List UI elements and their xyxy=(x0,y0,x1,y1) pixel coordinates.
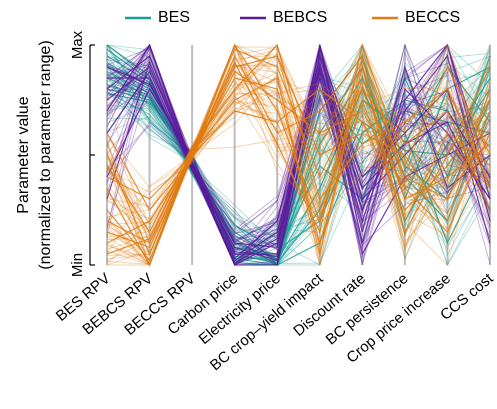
series-line xyxy=(106,45,491,266)
series-lines xyxy=(106,42,491,267)
series-line xyxy=(106,43,491,266)
series-line xyxy=(106,54,491,266)
series-line xyxy=(106,103,491,227)
series-line xyxy=(106,48,491,266)
series-line xyxy=(106,44,491,266)
series-line xyxy=(106,59,491,255)
series-line xyxy=(106,88,491,212)
legend-label-bes: BES xyxy=(158,9,190,26)
series-line xyxy=(106,52,491,266)
legend: BES BEBCS BECCS xyxy=(125,9,460,26)
series-line xyxy=(106,48,491,249)
series-line xyxy=(106,57,491,266)
series-line xyxy=(106,61,491,266)
series-line xyxy=(106,52,491,265)
series-line xyxy=(106,72,491,267)
series-line xyxy=(107,54,491,266)
series-line xyxy=(106,77,491,233)
series-line xyxy=(106,44,491,218)
series-line xyxy=(106,89,491,243)
series-line xyxy=(106,56,491,260)
series-line xyxy=(106,43,491,241)
series-line xyxy=(106,58,491,240)
series-line xyxy=(106,43,491,260)
series-line xyxy=(106,74,491,260)
series-line xyxy=(106,58,491,266)
series-line xyxy=(106,44,491,266)
series-line xyxy=(106,63,491,267)
series-line xyxy=(106,44,491,257)
series-line xyxy=(106,64,491,264)
series-line xyxy=(106,43,491,265)
y-tick-label-max: Max xyxy=(69,30,86,59)
series-line xyxy=(106,43,491,262)
series-line xyxy=(106,46,491,266)
series-line xyxy=(106,64,491,215)
series-line xyxy=(106,70,491,234)
series-line xyxy=(106,72,491,266)
series-line xyxy=(106,44,491,266)
y-axis-sublabel: (normalized to parameter range) xyxy=(37,40,54,269)
series-line xyxy=(106,79,491,207)
y-axis: Max Min Parameter value (normalized to p… xyxy=(15,30,95,277)
series-line xyxy=(106,48,491,266)
legend-label-bebcs: BEBCS xyxy=(273,9,327,26)
series-line xyxy=(106,90,491,247)
series-line xyxy=(106,42,491,255)
series-line xyxy=(106,44,491,238)
y-axis-label: Parameter value xyxy=(15,96,32,213)
series-line xyxy=(106,55,491,267)
series-line xyxy=(106,51,491,257)
series-line xyxy=(106,51,491,246)
series-line xyxy=(106,43,491,246)
series-line xyxy=(106,44,491,256)
series-line xyxy=(106,45,491,248)
series-line xyxy=(106,44,491,250)
series-line xyxy=(106,43,491,259)
series-line xyxy=(106,54,491,257)
series-beccs xyxy=(106,42,491,267)
series-line xyxy=(106,81,491,266)
series-line xyxy=(106,94,491,251)
series-line xyxy=(106,43,491,225)
series-line xyxy=(106,76,491,266)
series-line xyxy=(106,55,491,266)
series-line xyxy=(106,54,491,266)
series-line xyxy=(106,63,491,266)
series-line xyxy=(106,66,491,262)
y-tick-label-min: Min xyxy=(69,253,86,277)
series-line xyxy=(106,62,491,266)
series-line xyxy=(106,72,491,266)
series-line xyxy=(106,54,491,247)
series-line xyxy=(106,65,491,267)
series-line xyxy=(106,57,491,265)
series-line xyxy=(106,76,491,262)
series-line xyxy=(106,47,491,266)
series-line xyxy=(106,63,491,266)
legend-label-beccs: BECCS xyxy=(405,9,460,26)
series-line xyxy=(106,48,491,253)
series-line xyxy=(106,43,491,257)
series-line xyxy=(106,43,491,266)
series-line xyxy=(106,84,491,266)
